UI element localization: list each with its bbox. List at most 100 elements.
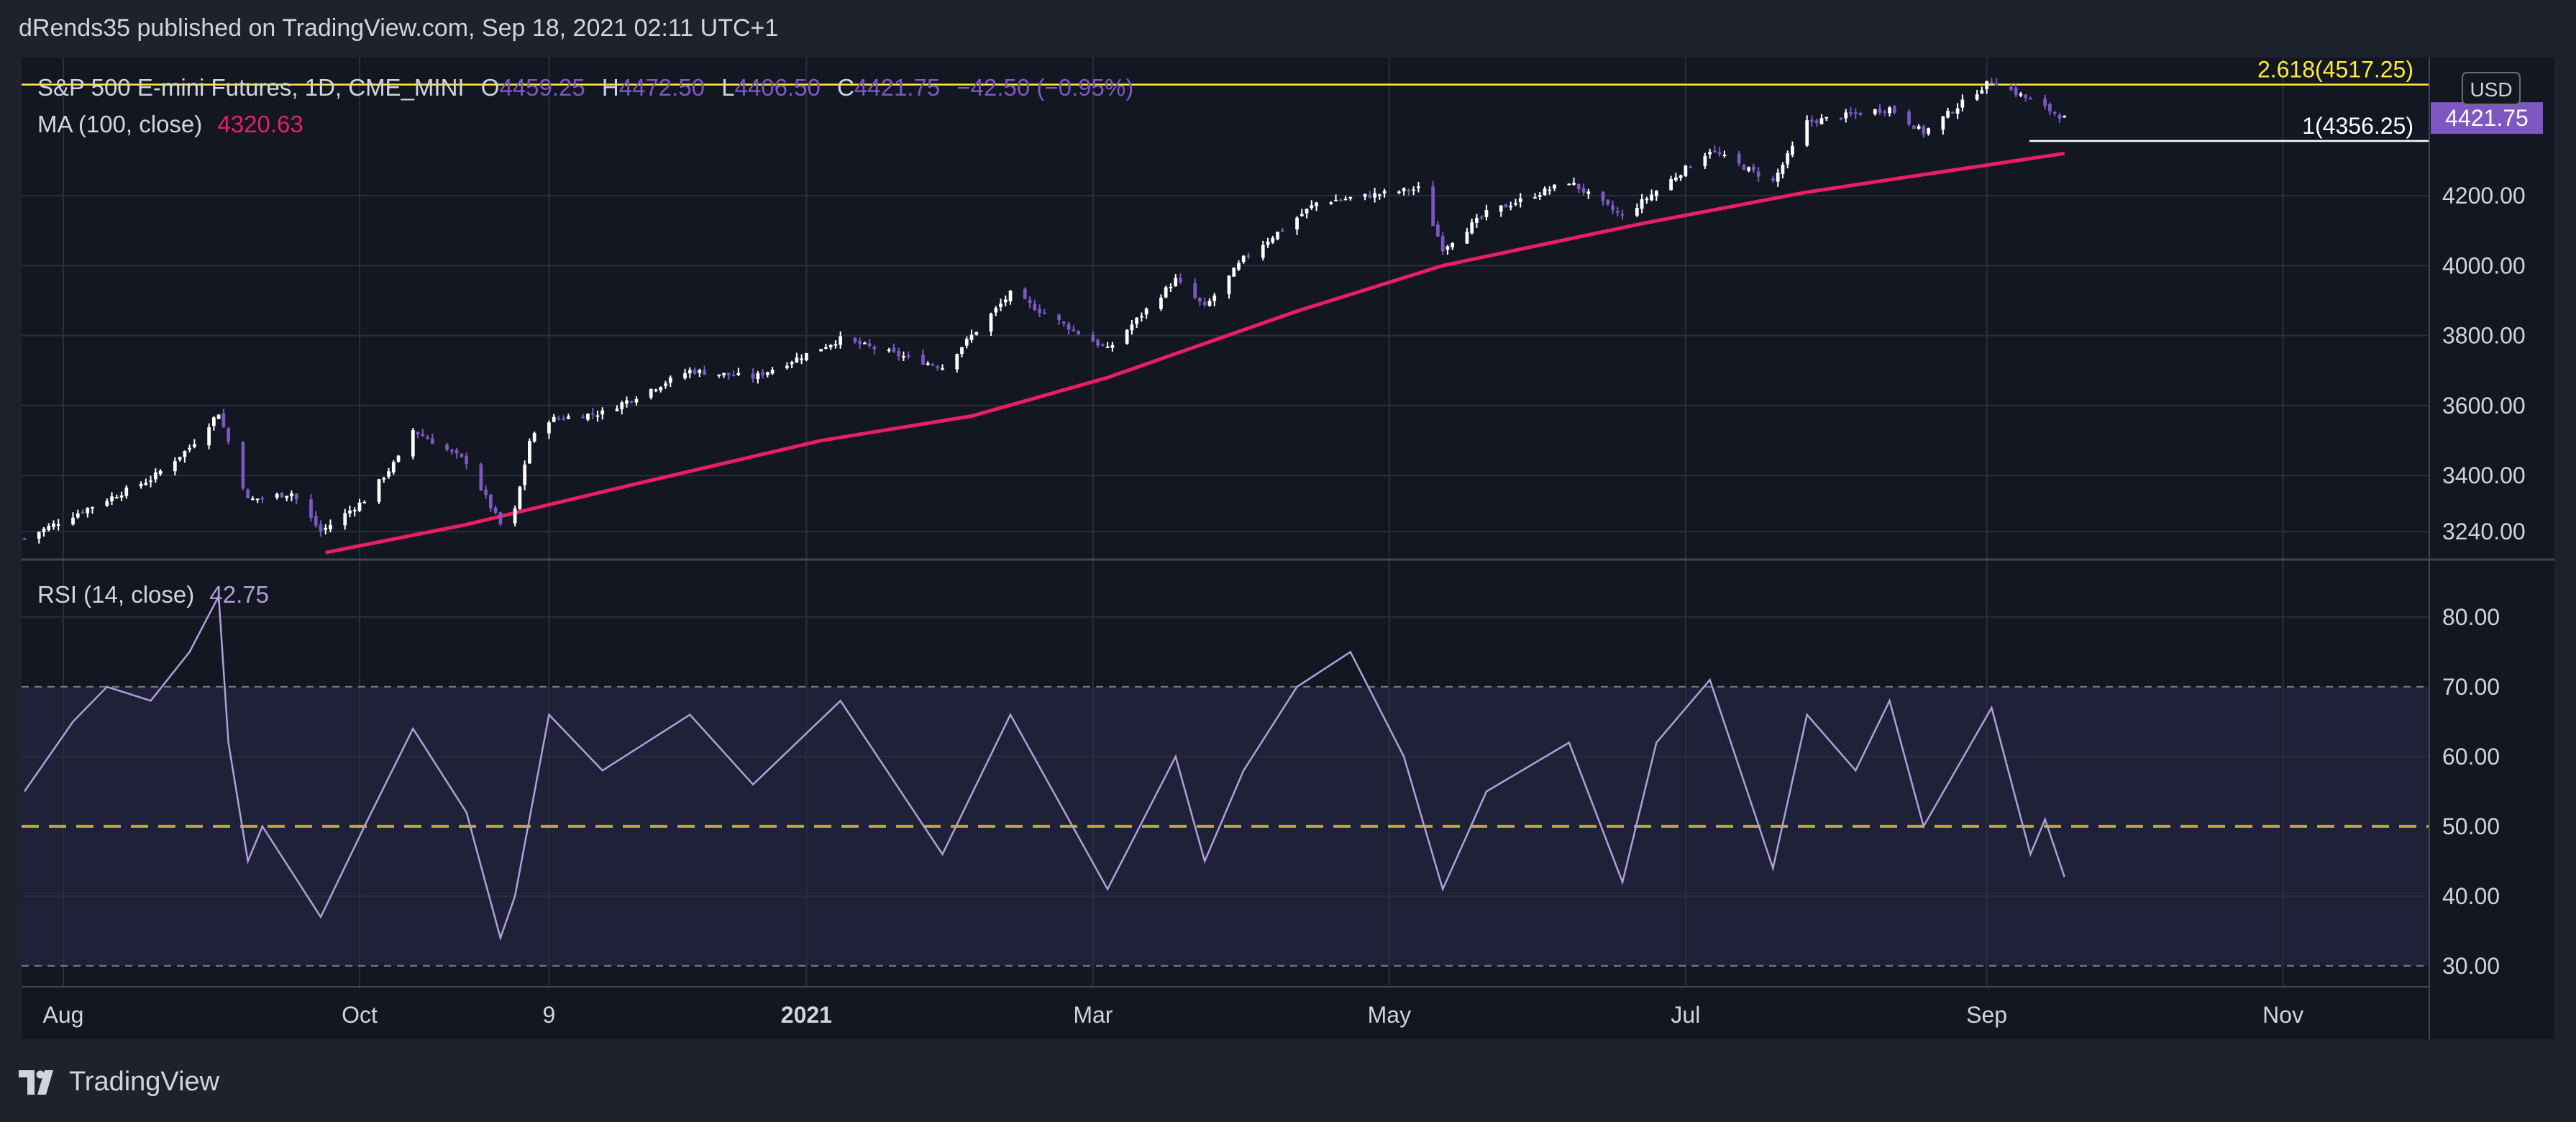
- candle-body: [698, 370, 702, 373]
- candle-body: [1960, 99, 1965, 108]
- candle-body: [1451, 242, 1455, 247]
- candle-body: [1232, 268, 1236, 277]
- candle-body: [1853, 112, 1858, 114]
- candle-body: [960, 347, 964, 355]
- rsi-legend[interactable]: RSI (14, close) 42.75: [37, 581, 269, 608]
- candle-body: [343, 513, 347, 526]
- candle-body: [926, 363, 930, 365]
- candle-body: [1941, 116, 1945, 130]
- candle-body: [1747, 167, 1751, 171]
- candle-body: [329, 524, 332, 529]
- candle-body: [523, 465, 527, 485]
- candle-body: [1377, 194, 1381, 196]
- candle-body: [465, 456, 468, 464]
- candle-body: [902, 356, 905, 358]
- x-tick-label: 9: [543, 1002, 556, 1028]
- rsi-y-tick-label: 50.00: [2442, 813, 2500, 839]
- rsi-y-tick-label: 70.00: [2442, 674, 2500, 700]
- ma-legend-value: 4320.63: [217, 111, 303, 137]
- candle-body: [1553, 184, 1556, 189]
- candle-body: [1601, 191, 1605, 201]
- candle-body: [260, 498, 265, 500]
- candle-body: [158, 470, 163, 475]
- candle-body: [557, 418, 561, 420]
- candle-body: [1985, 81, 1988, 89]
- candle-body: [1615, 211, 1620, 213]
- candle-body: [275, 493, 279, 498]
- candle-body: [736, 373, 741, 375]
- candle-body: [47, 526, 51, 531]
- ohlc-close: 4421.75: [854, 74, 940, 101]
- candle-body: [853, 337, 857, 342]
- candle-body: [1305, 209, 1309, 214]
- candle-body: [1912, 125, 1916, 129]
- candle-body: [1819, 118, 1824, 124]
- y-tick-label: 4200.00: [2442, 183, 2526, 209]
- candle-body: [1164, 287, 1168, 298]
- tradingview-brand: TradingView: [69, 1067, 220, 1097]
- ma-legend[interactable]: MA (100, close) 4320.63: [37, 111, 303, 137]
- candle-body: [1470, 222, 1474, 234]
- candle-body: [1431, 186, 1435, 227]
- rsi-y-tick-label: 40.00: [2442, 883, 2500, 909]
- candle-body: [445, 444, 449, 450]
- candle-body: [528, 441, 531, 464]
- candle-body: [1334, 199, 1338, 201]
- candle-body: [921, 355, 925, 365]
- candle-body: [1717, 152, 1722, 155]
- candle-body: [221, 413, 226, 427]
- candle-body: [1179, 278, 1182, 283]
- candle-body: [629, 401, 634, 403]
- candle-body: [153, 472, 157, 480]
- candle-body: [1436, 224, 1440, 237]
- candle-body: [173, 461, 177, 472]
- candle-body: [839, 336, 843, 345]
- candle-body: [1917, 126, 1921, 129]
- candle-body: [1417, 186, 1420, 188]
- candle-body: [91, 506, 94, 509]
- candle-body: [1315, 202, 1318, 206]
- candle-body: [1023, 288, 1027, 299]
- candle-body: [581, 416, 585, 419]
- candle-body: [1368, 194, 1372, 198]
- rsi-y-tick-label: 30.00: [2442, 953, 2500, 979]
- candle-body: [1096, 340, 1100, 346]
- candle-body: [1839, 118, 1843, 120]
- candle-body: [586, 414, 590, 420]
- candle-body: [1946, 111, 1950, 118]
- candle-body: [124, 487, 129, 496]
- candle-body: [416, 432, 420, 434]
- candle-body: [1465, 232, 1469, 244]
- candle-body: [1246, 255, 1251, 257]
- candle-body: [37, 532, 41, 539]
- candle-body: [1990, 82, 1993, 84]
- candle-body: [56, 524, 60, 526]
- candle-body: [1057, 314, 1061, 321]
- tradingview-logo[interactable]: TradingView: [19, 1067, 219, 1098]
- candle-body: [1329, 202, 1333, 204]
- candle-body: [227, 428, 231, 442]
- candle-body: [192, 444, 196, 447]
- candle-body: [1363, 193, 1367, 197]
- candle-body: [552, 416, 556, 422]
- candle-body: [761, 372, 764, 375]
- candle-body: [119, 495, 124, 498]
- main-legend[interactable]: S&P 500 E-mini Futures, 1D, CME_MINI O44…: [37, 74, 1133, 101]
- candle-body: [819, 349, 823, 352]
- currency-badge[interactable]: [2462, 72, 2521, 105]
- candle-body: [1538, 195, 1542, 197]
- candle-body: [1514, 203, 1517, 205]
- candle-body: [1737, 153, 1741, 164]
- candle-body: [421, 434, 425, 437]
- candle-body: [1412, 189, 1416, 191]
- candle-body: [2052, 111, 2057, 114]
- ma-legend-label: MA (100, close): [37, 111, 202, 137]
- candle-body: [964, 338, 969, 346]
- candle-body: [1212, 295, 1217, 301]
- candle-body: [1159, 297, 1163, 309]
- candle-body: [2063, 115, 2067, 118]
- x-tick-label: Oct: [342, 1002, 378, 1028]
- candle-body: [1479, 216, 1484, 219]
- candle-body: [600, 410, 605, 415]
- candle-body: [994, 308, 998, 313]
